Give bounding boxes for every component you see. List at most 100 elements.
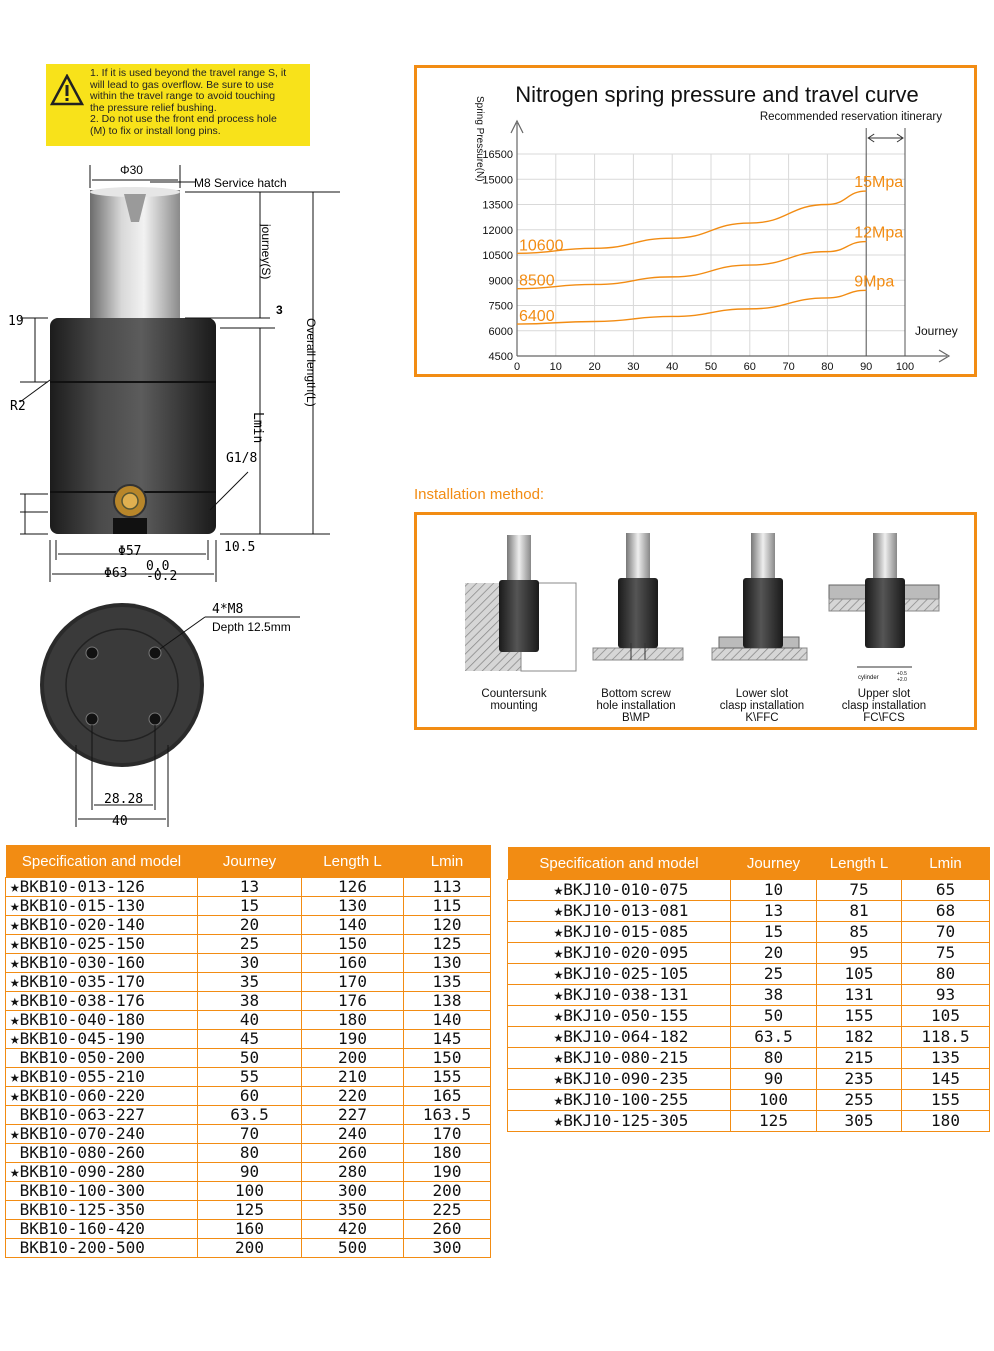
cell-length: 240 — [301, 1124, 404, 1144]
cell-model: ★BKB10-020-140 — [5, 915, 198, 935]
header-journey: Journey — [730, 847, 817, 880]
cell-length: 255 — [816, 1089, 902, 1111]
series-start-label: 8500 — [519, 273, 555, 290]
cell-model: BKB10-080-260 — [5, 1143, 198, 1163]
y-tick-label: 15000 — [482, 174, 513, 186]
cell-journey: 13 — [197, 877, 302, 897]
cell-length: 500 — [301, 1238, 404, 1258]
cell-lmin: 145 — [403, 1029, 491, 1049]
cell-length: 300 — [301, 1181, 404, 1201]
cell-model: ★BKB10-013-126 — [5, 877, 198, 897]
cell-model: ★BKJ10-090-235 — [507, 1068, 731, 1090]
cell-journey: 50 — [197, 1048, 302, 1068]
cell-model: ★BKJ10-038-131 — [507, 984, 731, 1006]
cell-lmin: 70 — [901, 921, 990, 943]
table-row: ★BKB10-038-176 38 176 138 — [5, 991, 491, 1011]
y-tick-label: 7500 — [489, 301, 513, 313]
cell-lmin: 165 — [403, 1086, 491, 1106]
table-row: ★BKB10-035-170 35 170 135 — [5, 972, 491, 992]
cell-length: 260 — [301, 1143, 404, 1163]
header-spec: Specification and model — [507, 847, 731, 880]
cell-journey: 60 — [197, 1086, 302, 1106]
install-label-lower-slot: Lower slot clasp installation K\FFC — [719, 688, 805, 724]
cell-model: ★BKB10-015-130 — [5, 896, 198, 916]
cell-model: ★BKJ10-050-155 — [507, 1005, 731, 1027]
cell-model: ★BKJ10-020-095 — [507, 942, 731, 964]
cell-lmin: 138 — [403, 991, 491, 1011]
cell-model: ★BKJ10-080-215 — [507, 1047, 731, 1069]
series-name-label: 15Mpa — [854, 174, 903, 191]
cell-length: 150 — [301, 934, 404, 954]
cell-journey: 125 — [197, 1200, 302, 1220]
cell-lmin: 125 — [403, 934, 491, 954]
cell-lmin: 118.5 — [901, 1026, 990, 1048]
table-row: ★BKJ10-025-105 25 105 80 — [507, 963, 990, 985]
cell-lmin: 180 — [403, 1143, 491, 1163]
x-tick-label: 80 — [821, 361, 833, 373]
r2-label: R2 — [10, 399, 26, 414]
x-tick-label: 70 — [782, 361, 794, 373]
cell-journey: 13 — [730, 900, 817, 922]
warning-icon — [50, 74, 84, 106]
cell-journey: 25 — [730, 963, 817, 985]
cell-model: BKB10-100-300 — [5, 1181, 198, 1201]
x-tick-label: 60 — [744, 361, 756, 373]
depth-label: Depth 12.5mm — [212, 620, 291, 634]
table-row: BKB10-125-350 125 350 225 — [5, 1200, 491, 1220]
x-tick-label: 50 — [705, 361, 717, 373]
cell-length: 235 — [816, 1068, 902, 1090]
cell-journey: 50 — [730, 1005, 817, 1027]
table-row: ★BKJ10-020-095 20 95 75 — [507, 942, 990, 964]
m8-label: 4*M8 — [212, 602, 243, 617]
cell-model: ★BKB10-035-170 — [5, 972, 198, 992]
y-tick-label: 6000 — [489, 326, 513, 338]
cell-journey: 35 — [197, 972, 302, 992]
table-row: ★BKB10-025-150 25 150 125 — [5, 934, 491, 954]
cell-length: 190 — [301, 1029, 404, 1049]
cell-model: ★BKB10-045-190 — [5, 1029, 198, 1049]
y-tick-label: 4500 — [489, 351, 513, 363]
cell-journey: 40 — [197, 1010, 302, 1030]
cell-lmin: 135 — [403, 972, 491, 992]
install-countersunk — [465, 535, 577, 672]
cell-model: BKB10-050-200 — [5, 1048, 198, 1068]
cell-model: ★BKJ10-064-182 — [507, 1026, 731, 1048]
y-tick-label: 12000 — [482, 225, 513, 237]
cell-length: 182 — [816, 1026, 902, 1048]
install-label-bottom-screw: Bottom screw hole installation B\MP — [596, 688, 676, 724]
table-row: BKB10-050-200 50 200 150 — [5, 1048, 491, 1068]
dim-10-5: 10.5 — [224, 540, 255, 555]
chart-subtitle: Recommended reservation itinerary — [760, 111, 942, 123]
phi57-label: Φ57 — [118, 544, 141, 559]
cell-length: 420 — [301, 1219, 404, 1239]
install-label-countersunk: Countersunk mounting — [481, 688, 547, 712]
cell-journey: 38 — [197, 991, 302, 1011]
cell-length: 227 — [301, 1105, 404, 1125]
reserve-arrow-right — [896, 133, 904, 143]
table-row: ★BKJ10-125-305 125 305 180 — [507, 1110, 990, 1132]
cell-length: 305 — [816, 1110, 902, 1132]
lmin-label: Lmin — [250, 412, 265, 443]
cell-lmin: 155 — [901, 1089, 990, 1111]
install-lower-slot — [711, 533, 808, 661]
cell-lmin: 68 — [901, 900, 990, 922]
series-name-label: 9Mpa — [854, 273, 894, 290]
table-row: ★BKJ10-080-215 80 215 135 — [507, 1047, 990, 1069]
cell-model: BKB10-063-227 — [5, 1105, 198, 1125]
table-row: ★BKB10-030-160 30 160 130 — [5, 953, 491, 973]
cell-model: ★BKJ10-125-305 — [507, 1110, 731, 1132]
cell-model: ★BKJ10-100-255 — [507, 1089, 731, 1111]
y-tick-label: 9000 — [489, 275, 513, 287]
cell-length: 350 — [301, 1200, 404, 1220]
cell-journey: 55 — [197, 1067, 302, 1087]
table-row: BKB10-080-260 80 260 180 — [5, 1143, 491, 1163]
cell-lmin: 80 — [901, 963, 990, 985]
journey-s-label: journey(S) — [259, 223, 273, 279]
header-lmin: Lmin — [901, 847, 990, 880]
cell-lmin: 200 — [403, 1181, 491, 1201]
cell-length: 210 — [301, 1067, 404, 1087]
table-row: ★BKB10-020-140 20 140 120 — [5, 915, 491, 935]
x-tick-label: 30 — [627, 361, 639, 373]
table-row: ★BKJ10-038-131 38 131 93 — [507, 984, 990, 1006]
cell-length: 75 — [816, 879, 902, 901]
